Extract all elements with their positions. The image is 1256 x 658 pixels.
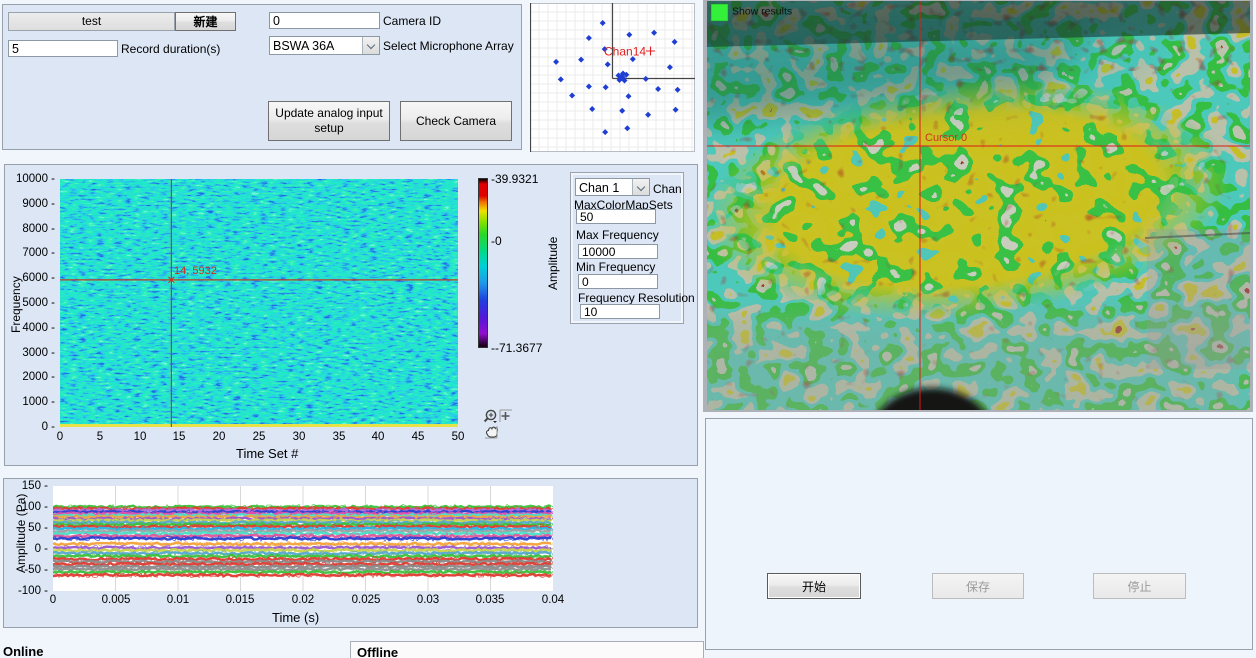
- svg-text:Chan14: Chan14: [604, 45, 646, 59]
- svg-text:14, 5932: 14, 5932: [174, 265, 217, 277]
- svg-text:Cursor 0: Cursor 0: [925, 132, 967, 144]
- svg-text:Show results: Show results: [732, 6, 792, 18]
